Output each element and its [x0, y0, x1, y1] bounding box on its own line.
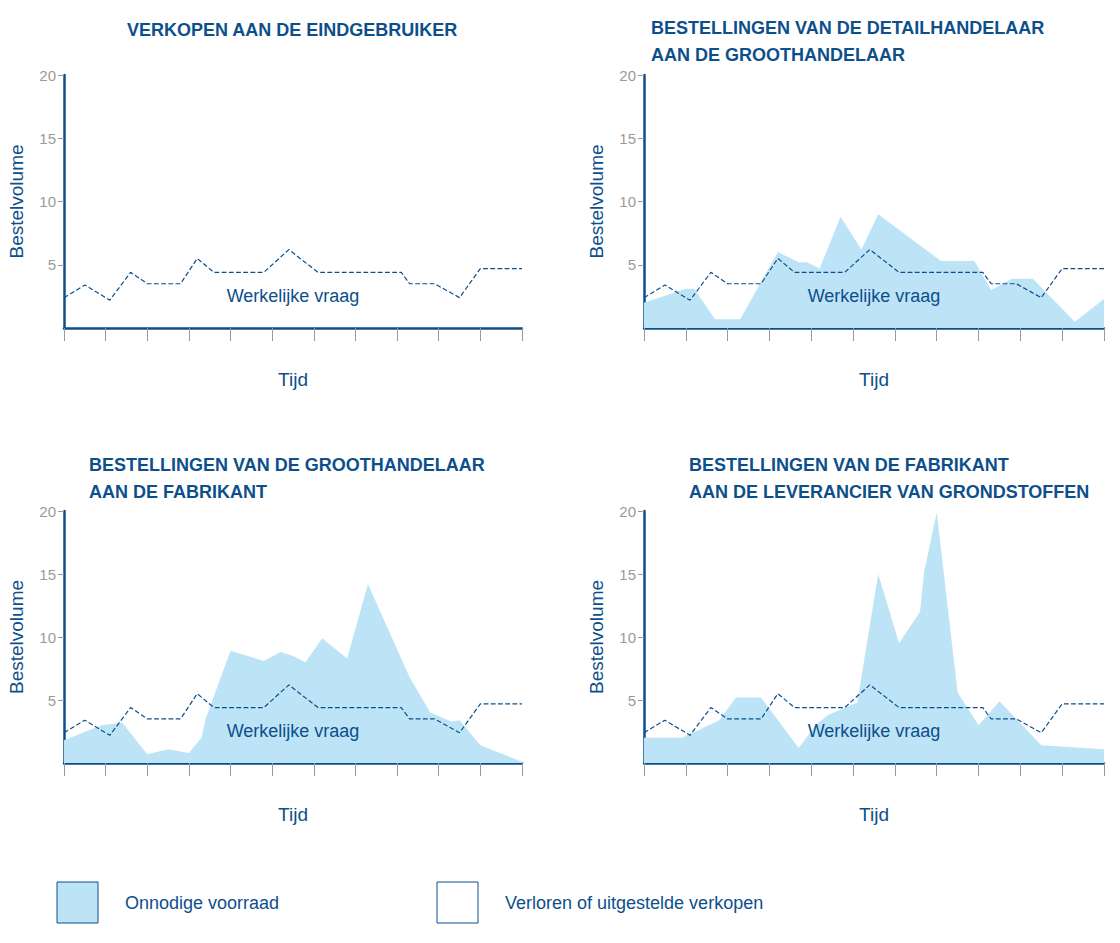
- svg-text:BESTELLINGEN VAN DE FABRIKANT: BESTELLINGEN VAN DE FABRIKANT: [689, 455, 1009, 475]
- svg-text:5: 5: [48, 692, 56, 709]
- svg-text:5: 5: [628, 692, 636, 709]
- svg-text:Tijd: Tijd: [859, 804, 889, 825]
- svg-text:Tijd: Tijd: [278, 804, 308, 825]
- svg-text:5: 5: [628, 256, 636, 273]
- svg-text:Werkelijke vraag: Werkelijke vraag: [227, 721, 360, 741]
- svg-text:15: 15: [39, 130, 56, 147]
- svg-text:Bestelvolume: Bestelvolume: [586, 144, 607, 258]
- svg-text:15: 15: [619, 566, 636, 583]
- svg-text:AAN DE GROOTHANDELAAR: AAN DE GROOTHANDELAAR: [651, 45, 905, 65]
- svg-text:15: 15: [619, 130, 636, 147]
- svg-text:Tijd: Tijd: [859, 369, 889, 390]
- svg-text:Werkelijke vraag: Werkelijke vraag: [227, 286, 360, 306]
- svg-text:20: 20: [39, 503, 56, 520]
- svg-text:AAN DE LEVERANCIER VAN GRONDST: AAN DE LEVERANCIER VAN GRONDSTOFFEN: [689, 482, 1089, 502]
- svg-text:10: 10: [619, 629, 636, 646]
- svg-text:20: 20: [619, 503, 636, 520]
- svg-text:AAN DE FABRIKANT: AAN DE FABRIKANT: [89, 482, 267, 502]
- svg-text:10: 10: [39, 193, 56, 210]
- svg-text:BESTELLINGEN VAN DE GROOTHANDE: BESTELLINGEN VAN DE GROOTHANDELAAR: [89, 455, 485, 475]
- svg-text:BESTELLINGEN VAN DE DETAILHAND: BESTELLINGEN VAN DE DETAILHANDELAAR: [651, 18, 1044, 38]
- svg-text:Werkelijke vraag: Werkelijke vraag: [808, 721, 941, 741]
- svg-text:Tijd: Tijd: [278, 369, 308, 390]
- svg-text:5: 5: [48, 256, 56, 273]
- svg-text:Werkelijke vraag: Werkelijke vraag: [808, 286, 941, 306]
- svg-text:10: 10: [619, 193, 636, 210]
- svg-text:20: 20: [619, 67, 636, 84]
- svg-text:10: 10: [39, 629, 56, 646]
- svg-text:Bestelvolume: Bestelvolume: [6, 580, 27, 694]
- svg-text:Bestelvolume: Bestelvolume: [6, 144, 27, 258]
- svg-text:Onnodige voorraad: Onnodige voorraad: [125, 893, 279, 913]
- svg-text:Bestelvolume: Bestelvolume: [586, 580, 607, 694]
- svg-text:20: 20: [39, 67, 56, 84]
- svg-text:15: 15: [39, 566, 56, 583]
- svg-text:VERKOPEN AAN DE EINDGEBRUIKER: VERKOPEN AAN DE EINDGEBRUIKER: [127, 20, 457, 40]
- svg-text:Verloren of uitgestelde verkop: Verloren of uitgestelde verkopen: [505, 893, 763, 913]
